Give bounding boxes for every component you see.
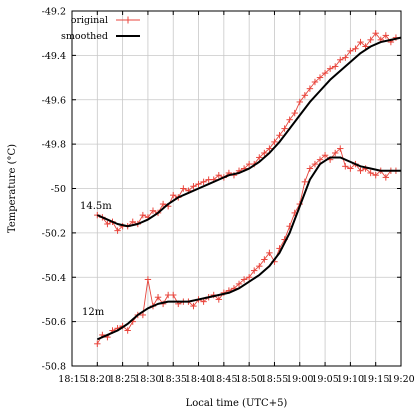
x-tick-label: 18:25: [109, 374, 136, 385]
x-tick-label: 18:15: [58, 374, 85, 385]
y-tick-label: -50: [51, 184, 66, 195]
smoothed-line: [96, 156, 401, 341]
x-tick-label: 19:10: [337, 374, 364, 385]
y-tick-label: -49.4: [42, 51, 66, 62]
x-tick-label: 18:20: [84, 374, 111, 385]
x-tick-label: 18:45: [210, 374, 237, 385]
series-smoothed-14-5m: [96, 36, 402, 228]
x-tick-label: 19:00: [286, 374, 313, 385]
y-tick-label: -50.4: [42, 273, 66, 284]
plot-data: [94, 29, 402, 348]
y-tick-label: -49.8: [42, 140, 66, 151]
y-tick-label: -50.8: [42, 362, 66, 373]
x-tick-label: 18:55: [261, 374, 288, 385]
series-smoothed-12m: [96, 156, 401, 341]
grid: [72, 11, 401, 366]
x-axis-label: Local time (UTC+5): [186, 398, 288, 409]
x-tick-label: 18:50: [235, 374, 262, 385]
y-tick-label: -49.6: [42, 95, 66, 106]
x-tick-label: 19:15: [362, 374, 389, 385]
x-tick-label: 19:20: [387, 374, 414, 385]
x-tick-label: 18:40: [185, 374, 212, 385]
x-tick-label: 18:35: [160, 374, 187, 385]
legend: original smoothed: [61, 15, 140, 42]
smoothed-line: [96, 36, 402, 228]
axis-ticks: 18:1518:2018:2518:3018:3518:4018:4518:50…: [42, 7, 415, 386]
y-tick-label: -49.2: [42, 7, 66, 18]
x-tick-label: 19:05: [311, 374, 338, 385]
legend-label-original: original: [71, 15, 108, 26]
y-tick-label: -50.2: [42, 228, 66, 239]
legend-label-smoothed: smoothed: [61, 31, 108, 42]
annotation-12m: 12m: [82, 307, 105, 318]
y-tick-label: -50.6: [42, 317, 66, 328]
annotation-14-5m: 14.5m: [80, 201, 112, 212]
y-axis-label: Temperature (°C): [7, 144, 18, 233]
x-tick-label: 18:30: [134, 374, 161, 385]
